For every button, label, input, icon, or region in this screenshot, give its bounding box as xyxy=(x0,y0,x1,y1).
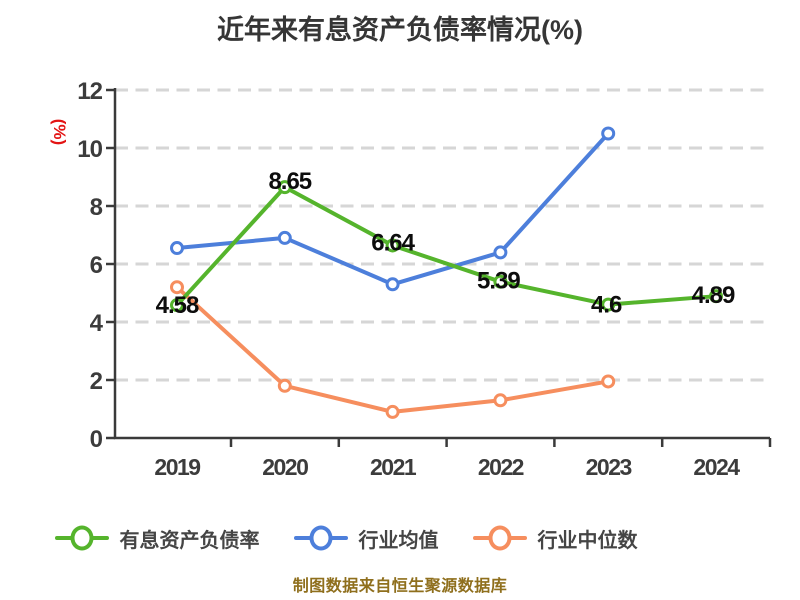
y-tick-label: 6 xyxy=(90,252,103,279)
chart-title: 近年来有息资产负债率情况(%) xyxy=(217,15,583,45)
legend-label: 行业均值 xyxy=(358,529,439,552)
data-point xyxy=(170,298,184,313)
legend-label: 有息资产负债率 xyxy=(119,529,260,552)
x-tick-label: 2020 xyxy=(262,454,308,480)
data-point xyxy=(493,245,508,260)
data-label: 4.89 xyxy=(692,282,735,309)
data-label: 6.64 xyxy=(371,229,415,256)
legend-series-marker-icon xyxy=(54,525,109,551)
data-point xyxy=(493,393,508,408)
data-point xyxy=(170,280,184,295)
legend-series-marker-icon xyxy=(293,525,348,551)
data-point xyxy=(385,238,400,253)
series-line-0 xyxy=(175,185,718,308)
x-tick-label: 2024 xyxy=(693,454,740,480)
data-point xyxy=(277,378,292,393)
data-point xyxy=(385,277,400,292)
data-point xyxy=(601,374,616,389)
legend-series-marker-icon xyxy=(472,525,527,551)
data-point xyxy=(385,404,400,419)
data-point xyxy=(601,297,616,312)
y-tick-label: 4 xyxy=(90,310,104,337)
data-label: 8.65 xyxy=(268,168,311,195)
x-tick-label: 2021 xyxy=(370,454,417,480)
data-point xyxy=(277,230,292,245)
data-source-caption: 制图数据来自恒生聚源数据库 xyxy=(292,578,508,595)
legend-item-2[interactable]: 行业中位数 xyxy=(472,524,638,553)
data-label: 5.39 xyxy=(477,268,520,295)
x-tick-label: 2022 xyxy=(478,454,524,480)
series-line-2 xyxy=(175,285,611,414)
data-label: 4.58 xyxy=(156,292,199,319)
y-tick-label: 12 xyxy=(77,78,102,105)
legend-item-0[interactable]: 有息资产负债率 xyxy=(54,524,260,553)
legend: 有息资产负债率 行业均值 行业中位数 xyxy=(0,521,692,555)
legend-label: 行业中位数 xyxy=(537,529,638,552)
legend-item-1[interactable]: 行业均值 xyxy=(293,524,439,553)
x-tick-label: 2023 xyxy=(586,454,632,480)
data-point xyxy=(709,289,723,304)
y-tick-label: 10 xyxy=(77,136,102,163)
y-tick-label: 8 xyxy=(90,194,103,221)
y-tick-label: 0 xyxy=(90,426,103,453)
x-tick-label: 2019 xyxy=(154,454,200,480)
data-point xyxy=(277,180,292,195)
data-label: 4.6 xyxy=(591,292,622,319)
y-tick-label: 2 xyxy=(90,368,103,395)
data-point xyxy=(601,126,616,141)
data-point xyxy=(170,241,184,256)
data-point xyxy=(493,274,508,289)
series-line-1 xyxy=(175,131,611,287)
